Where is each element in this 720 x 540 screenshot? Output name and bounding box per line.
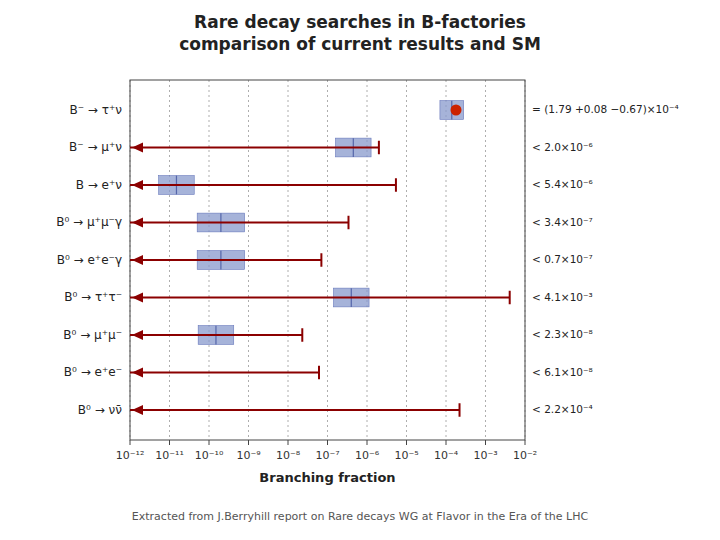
tick-mark — [248, 440, 249, 445]
grid-line — [485, 80, 486, 440]
limit-tick — [509, 291, 511, 305]
grid-line — [446, 80, 447, 440]
measurement-dot — [450, 105, 461, 116]
limit-line — [130, 334, 302, 336]
plot-frame — [130, 80, 525, 440]
tick-label: 10⁻⁸ — [276, 449, 301, 462]
limit-line — [130, 222, 348, 224]
row-label: B⁰ → e⁺e⁻γ — [57, 253, 122, 267]
tick-mark — [327, 440, 328, 445]
limit-line — [130, 147, 379, 149]
title-line: Rare decay searches in B-factories — [194, 12, 526, 32]
limit-tick — [459, 403, 461, 417]
value-label: < 2.2×10⁻⁴ — [532, 403, 593, 415]
tick-mark — [209, 440, 210, 445]
value-label: < 4.1×10⁻³ — [532, 291, 593, 303]
grid — [130, 80, 525, 440]
limit-arrowhead — [132, 330, 143, 340]
row-label: B → e⁺ν — [76, 178, 123, 192]
tick-label: 10⁻⁹ — [236, 449, 260, 462]
limit-arrowhead — [132, 143, 143, 153]
sm-band — [440, 101, 464, 120]
tick-label: 10⁻¹⁰ — [195, 449, 224, 462]
tick-mark — [485, 440, 486, 445]
tick-mark — [130, 440, 131, 445]
value-label: = (1.79 +0.08 −0.67)×10⁻⁴ — [532, 103, 679, 115]
tick-label: 10⁻⁶ — [355, 449, 380, 462]
limit-line — [130, 259, 321, 261]
limit-tick — [347, 216, 349, 230]
row-label: B⁻ → τ⁺ν — [69, 103, 122, 117]
value-label: < 2.0×10⁻⁶ — [532, 141, 593, 153]
limit-tick — [318, 366, 320, 380]
row-label: B⁰ → μ⁺μ⁻γ — [56, 215, 122, 229]
tick-mark — [367, 440, 368, 445]
tick-label: 10⁻⁷ — [315, 449, 339, 462]
series-limit — [130, 141, 510, 417]
subtitle: Extracted from J.Berryhill report on Rar… — [132, 510, 589, 523]
title-line: comparison of current results and SM — [179, 34, 541, 54]
value-label: < 6.1×10⁻⁸ — [532, 366, 593, 378]
grid-line — [327, 80, 328, 440]
tick-mark — [525, 440, 526, 445]
row-label: B⁰ → μ⁺μ⁻ — [63, 328, 122, 342]
limit-arrowhead — [132, 180, 143, 190]
limit-line — [130, 297, 510, 299]
value-label: < 2.3×10⁻⁸ — [532, 328, 593, 340]
limit-line — [130, 184, 396, 186]
x-axis-label: Branching fraction — [259, 470, 395, 485]
tick-label: 10⁻¹² — [116, 449, 145, 462]
limit-tick — [320, 253, 322, 267]
value-label: < 0.7×10⁻⁷ — [532, 253, 593, 265]
grid-line — [406, 80, 407, 440]
title: Rare decay searches in B-factoriescompar… — [179, 12, 541, 54]
row-label: B⁰ → e⁺e⁻ — [64, 365, 122, 379]
tick-label: 10⁻⁴ — [434, 449, 459, 462]
tick-label: 10⁻⁵ — [394, 449, 418, 462]
tick-label: 10⁻¹¹ — [155, 449, 184, 462]
value-label: < 3.4×10⁻⁷ — [532, 216, 593, 228]
limit-line — [130, 372, 319, 374]
row-label: B⁻ → μ⁺ν — [69, 140, 122, 154]
tick-label: 10⁻³ — [473, 449, 497, 462]
limit-tick — [301, 328, 303, 342]
series-scatter — [450, 105, 461, 116]
tick-mark — [169, 440, 170, 445]
tick-label: 10⁻² — [513, 449, 537, 462]
limit-line — [130, 409, 460, 411]
limit-arrowhead — [132, 218, 143, 228]
limit-arrowhead — [132, 255, 143, 265]
plot-background — [130, 80, 525, 440]
limit-arrowhead — [132, 405, 143, 415]
limit-tick — [378, 141, 380, 155]
tick-mark — [288, 440, 289, 445]
tick-mark — [446, 440, 447, 445]
tick-mark — [406, 440, 407, 445]
grid-line — [367, 80, 368, 440]
limit-arrowhead — [132, 368, 143, 378]
chart: Rare decay searches in B-factoriescompar… — [0, 0, 720, 540]
limit-arrowhead — [132, 293, 143, 303]
value-label: < 5.4×10⁻⁶ — [532, 178, 593, 190]
row-label: B⁰ → νν̄ — [78, 403, 122, 417]
limit-tick — [395, 178, 397, 192]
row-label: B⁰ → τ⁺τ⁻ — [64, 290, 122, 304]
marks — [130, 101, 510, 417]
